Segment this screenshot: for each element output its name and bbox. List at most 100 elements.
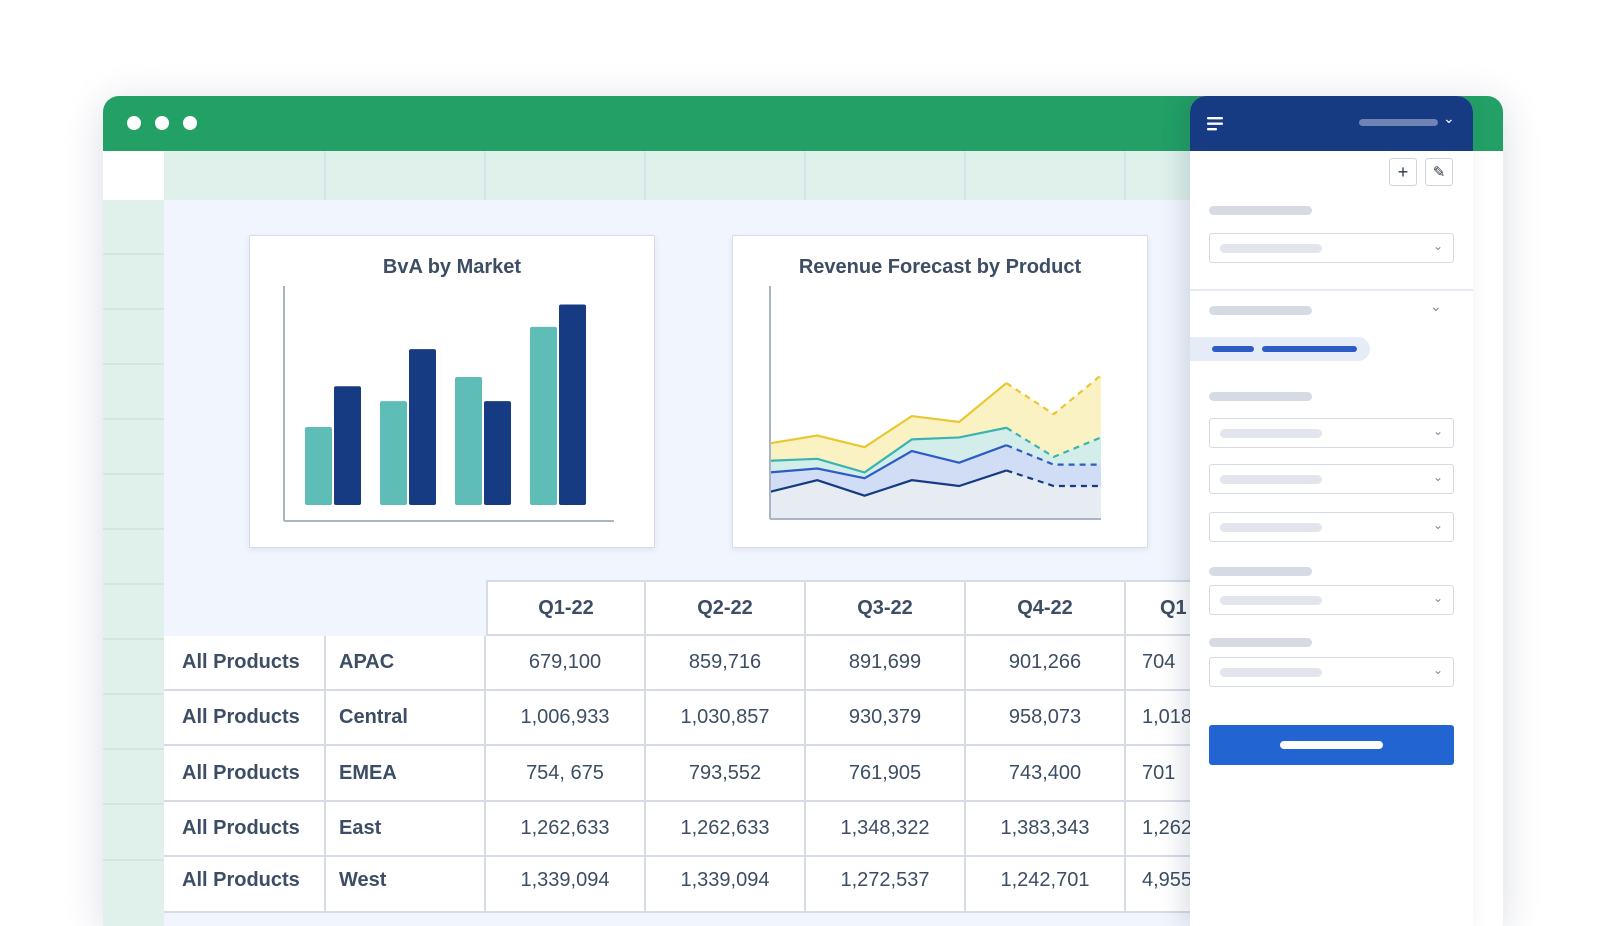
revenue-forecast-chart[interactable]: Revenue Forecast by Product xyxy=(732,235,1148,548)
row-header[interactable] xyxy=(103,585,164,640)
apply-button[interactable] xyxy=(1209,725,1454,765)
row-header[interactable] xyxy=(103,255,164,310)
section-title-placeholder xyxy=(1209,306,1312,315)
selected-item-label-placeholder xyxy=(1212,346,1254,352)
edit-button[interactable]: ✎ xyxy=(1425,158,1453,186)
row-header[interactable] xyxy=(103,310,164,365)
series-line-1 xyxy=(769,382,1008,449)
product-cell[interactable]: All Products xyxy=(164,802,326,857)
row-header[interactable] xyxy=(103,861,164,926)
select-value-placeholder xyxy=(1220,596,1322,605)
column-header-q1-22[interactable]: Q1-22 xyxy=(486,580,646,636)
product-cell[interactable]: All Products xyxy=(164,746,326,802)
value-cell[interactable]: 743,400 xyxy=(966,746,1126,802)
row-header[interactable] xyxy=(103,420,164,475)
row-header[interactable] xyxy=(103,475,164,530)
row-header[interactable] xyxy=(103,200,164,255)
value-cell[interactable]: 1,348,322 xyxy=(806,802,966,857)
select-field[interactable]: ⌄ xyxy=(1209,585,1454,615)
value-cell[interactable]: 1,242,701 xyxy=(966,857,1126,913)
panel-dropdown-placeholder[interactable] xyxy=(1359,119,1438,126)
value-cell[interactable]: 754, 675 xyxy=(486,746,646,802)
value-cell[interactable]: 1,339,094 xyxy=(646,857,806,913)
product-cell[interactable]: All Products xyxy=(164,691,326,746)
selected-item-value-placeholder xyxy=(1262,346,1357,352)
chevron-down-icon: ⌄ xyxy=(1432,591,1443,605)
region-cell[interactable]: West xyxy=(326,857,486,913)
select-field[interactable]: ⌄ xyxy=(1209,233,1454,263)
value-cell[interactable]: 1,383,343 xyxy=(966,802,1126,857)
selected-item[interactable] xyxy=(1190,337,1370,361)
column-header-q4-22[interactable]: Q4-22 xyxy=(966,580,1126,636)
bar-actual xyxy=(334,386,361,505)
sheet-corner[interactable] xyxy=(103,151,164,200)
value-cell[interactable]: 1,262,633 xyxy=(486,802,646,857)
row-header[interactable] xyxy=(103,695,164,750)
value-cell[interactable]: 958,073 xyxy=(966,691,1126,746)
region-cell[interactable]: EMEA xyxy=(326,746,486,802)
bar-actual xyxy=(484,401,511,505)
select-value-placeholder xyxy=(1220,244,1322,253)
column-header[interactable] xyxy=(966,151,1126,200)
menu-icon[interactable] xyxy=(1207,116,1225,132)
section-divider xyxy=(1190,289,1473,291)
value-cell[interactable]: 859,716 xyxy=(646,636,806,691)
bar-budget xyxy=(530,326,557,505)
row-header[interactable] xyxy=(103,530,164,585)
product-cell[interactable]: All Products xyxy=(164,857,326,913)
value-cell[interactable]: 901,266 xyxy=(966,636,1126,691)
close-window-dot[interactable] xyxy=(127,116,141,130)
value-cell[interactable]: 1,339,094 xyxy=(486,857,646,913)
column-header-q2-22[interactable]: Q2-22 xyxy=(646,580,806,636)
region-cell[interactable]: Central xyxy=(326,691,486,746)
select-field[interactable]: ⌄ xyxy=(1209,657,1454,687)
column-header[interactable] xyxy=(326,151,486,200)
bva-by-market-chart[interactable]: BvA by Market xyxy=(249,235,655,548)
add-button[interactable]: + xyxy=(1389,158,1417,186)
column-header[interactable] xyxy=(164,151,326,200)
maximize-window-dot[interactable] xyxy=(183,116,197,130)
select-field[interactable]: ⌄ xyxy=(1209,418,1454,448)
row-header[interactable] xyxy=(103,640,164,695)
bar-budget xyxy=(380,401,407,505)
field-label-placeholder xyxy=(1209,392,1312,401)
value-cell[interactable]: 1,262,633 xyxy=(646,802,806,857)
select-field[interactable]: ⌄ xyxy=(1209,464,1454,494)
field-label-placeholder xyxy=(1209,206,1312,215)
bar-budget xyxy=(455,376,482,505)
column-header[interactable] xyxy=(486,151,646,200)
chevron-down-icon: ⌄ xyxy=(1432,424,1443,438)
chevron-down-icon: ⌄ xyxy=(1432,518,1443,532)
region-cell[interactable]: APAC xyxy=(326,636,486,691)
plus-icon: + xyxy=(1397,161,1409,182)
chevron-down-icon: ⌄ xyxy=(1432,239,1443,253)
area-chart-canvas xyxy=(769,286,1102,520)
select-field[interactable]: ⌄ xyxy=(1209,512,1454,542)
area-fill-4 xyxy=(770,470,1101,519)
value-cell[interactable]: 679,100 xyxy=(486,636,646,691)
column-header[interactable] xyxy=(646,151,806,200)
column-header-q3-22[interactable]: Q3-22 xyxy=(806,580,966,636)
bar-actual xyxy=(409,349,436,505)
value-cell[interactable]: 1,030,857 xyxy=(646,691,806,746)
chevron-down-icon[interactable]: ⌄ xyxy=(1443,110,1455,126)
bar-budget xyxy=(305,427,332,505)
pencil-icon: ✎ xyxy=(1432,164,1446,181)
row-header[interactable] xyxy=(103,750,164,805)
region-cell[interactable]: East xyxy=(326,802,486,857)
value-cell[interactable]: 1,272,537 xyxy=(806,857,966,913)
chevron-down-icon[interactable]: ⌄ xyxy=(1430,298,1442,314)
value-cell[interactable]: 761,905 xyxy=(806,746,966,802)
value-cell[interactable]: 793,552 xyxy=(646,746,806,802)
column-header[interactable] xyxy=(806,151,966,200)
row-header[interactable] xyxy=(103,805,164,861)
minimize-window-dot[interactable] xyxy=(155,116,169,130)
value-cell[interactable]: 930,379 xyxy=(806,691,966,746)
product-cell[interactable]: All Products xyxy=(164,636,326,691)
select-value-placeholder xyxy=(1220,429,1322,438)
bar-actual xyxy=(559,304,586,505)
row-header[interactable] xyxy=(103,365,164,420)
side-panel: ⌄ + ✎ ⌄ ⌄ ⌄ ⌄ ⌄ ⌄ ⌄ xyxy=(1190,96,1473,926)
value-cell[interactable]: 891,699 xyxy=(806,636,966,691)
value-cell[interactable]: 1,006,933 xyxy=(486,691,646,746)
